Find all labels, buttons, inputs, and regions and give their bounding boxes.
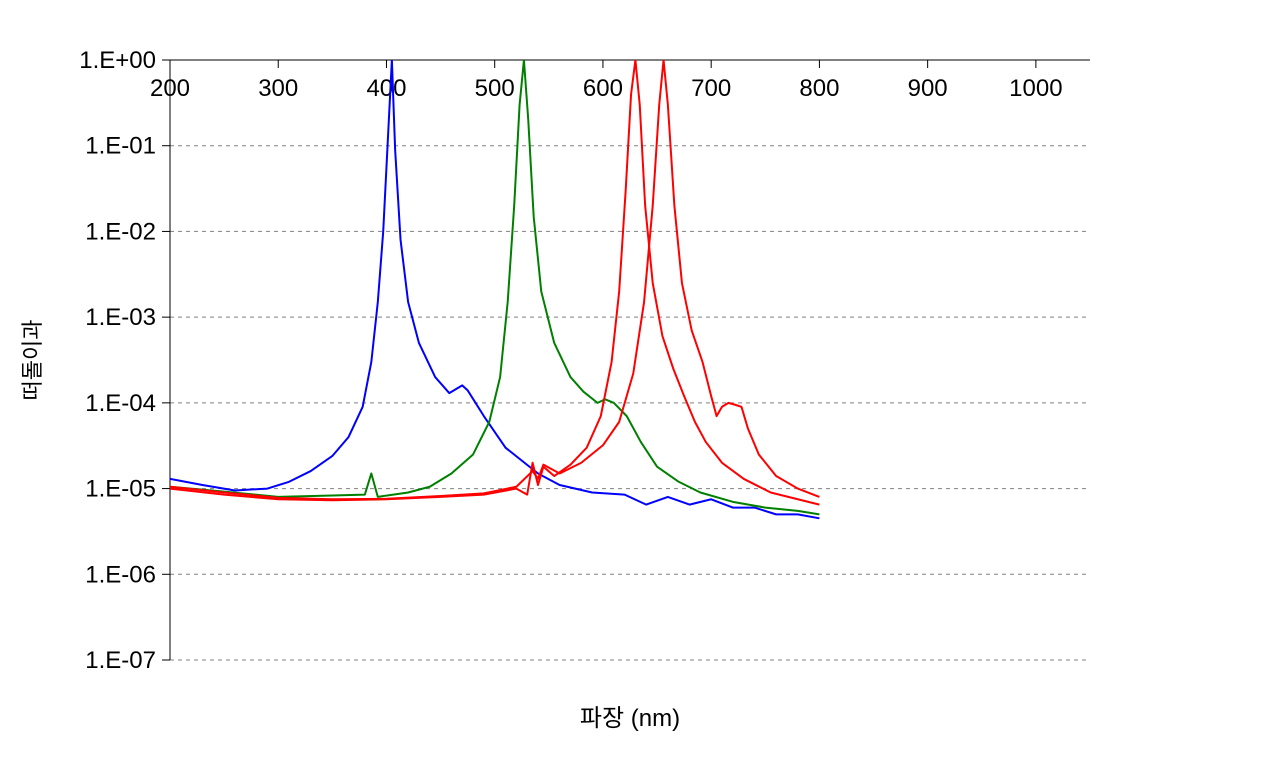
x-tick-label: 1000 bbox=[1009, 75, 1062, 102]
x-tick-label: 700 bbox=[691, 75, 731, 102]
y-tick-label: 1.E-03 bbox=[85, 304, 156, 331]
series-blue bbox=[170, 60, 819, 518]
y-tick-label: 1.E-07 bbox=[85, 647, 156, 674]
series-green bbox=[170, 60, 819, 514]
x-tick-label: 900 bbox=[908, 75, 948, 102]
spectra-chart: 200 300 400 500 600 700 800 900 1000 1.E-07 1.E-06… bbox=[0, 0, 1285, 761]
y-tick-label: 1.E-05 bbox=[85, 476, 156, 503]
y-tick-label: 1.E-04 bbox=[85, 390, 156, 417]
series-red1 bbox=[170, 60, 819, 505]
y-axis-label: 떠돌이과 bbox=[20, 320, 45, 401]
x-tick-label: 300 bbox=[258, 75, 298, 102]
x-tick-label: 400 bbox=[366, 75, 406, 102]
x-tick-label: 800 bbox=[799, 75, 839, 102]
chart-svg: 200 300 400 500 600 700 800 900 1000 1.E-07 1.E-06… bbox=[0, 0, 1285, 756]
x-tick-label: 600 bbox=[583, 75, 623, 102]
y-tick-label: 1.E+00 bbox=[79, 47, 156, 74]
y-tick-label: 1.E-06 bbox=[85, 561, 156, 588]
x-axis-label: 파장 (nm) bbox=[580, 705, 680, 732]
y-tick-label: 1.E-01 bbox=[85, 133, 156, 160]
y-tick-label: 1.E-02 bbox=[85, 218, 156, 245]
x-tick-label: 200 bbox=[150, 75, 190, 102]
x-tick-label: 500 bbox=[475, 75, 515, 102]
